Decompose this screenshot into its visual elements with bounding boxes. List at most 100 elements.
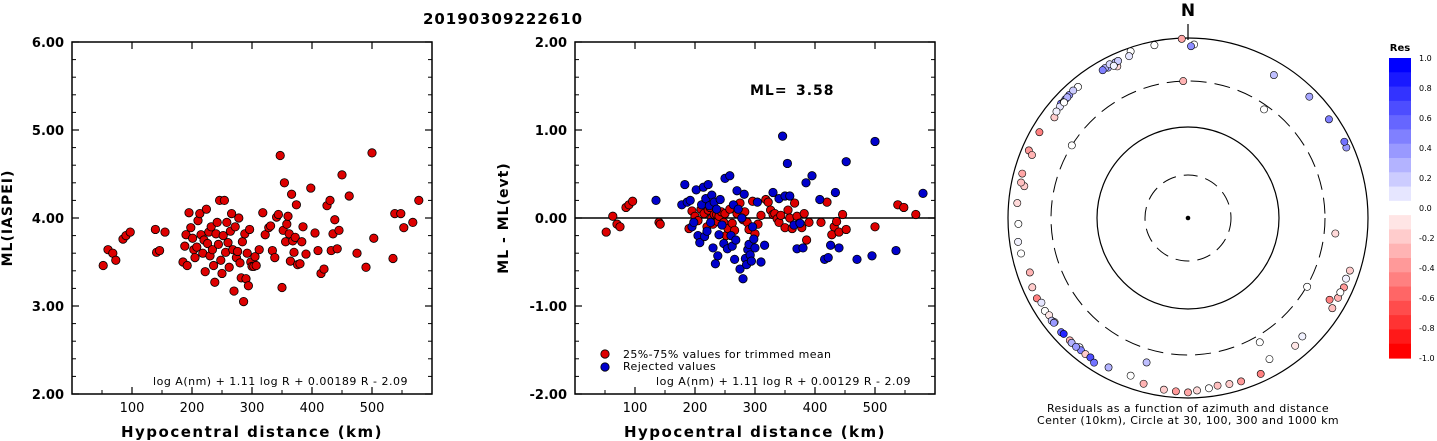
station-residual-marker [1345, 266, 1354, 275]
station-residual-marker [1225, 380, 1234, 388]
panel1-data-point-rejected [891, 245, 901, 256]
station-residual-marker [1028, 283, 1037, 292]
panel0-data-point [254, 245, 264, 255]
panel1-data-point-trimmed [801, 235, 812, 245]
panel1-data-point-trimmed [615, 222, 625, 232]
station-residual-marker [1331, 229, 1340, 238]
panel0-data-point [111, 255, 121, 265]
station-residual-marker [1017, 249, 1025, 258]
station-residual-marker [1213, 381, 1222, 390]
panel1-data-point-trimmed [608, 211, 618, 221]
station-residual-marker [1305, 92, 1314, 101]
station-residual-marker [1139, 379, 1148, 388]
panel1-data-point-rejected [702, 226, 712, 236]
station-residual-marker [1086, 353, 1095, 362]
panel1-data-point-rejected [710, 259, 721, 269]
panel1-formula: log A(nm) + 1.11 log R + 0.00189 R - 2.0… [153, 375, 408, 388]
panel1-data-point-trimmed [776, 210, 786, 220]
station-residual-marker [1260, 105, 1268, 114]
panel0-data-point [275, 150, 285, 161]
panel1-data-point-trimmed [627, 196, 638, 206]
panel0-data-point [235, 258, 245, 268]
panel0-data-point [408, 217, 418, 227]
panel1-points [98, 148, 424, 307]
legend-trimmed-marker [600, 349, 610, 359]
panel0-xtick-label: 400 [300, 401, 325, 416]
panel1-data-point-trimmed [841, 224, 851, 235]
panel1-data-point-rejected [750, 243, 760, 253]
panel0-data-point [388, 253, 398, 264]
station-residual-marker [1018, 169, 1027, 178]
panel1-data-point-trimmed [837, 209, 848, 220]
colorbar-tick-label: -1.0 [1419, 354, 1435, 363]
panel1-data-point-rejected [782, 158, 793, 169]
colorbar-band [1389, 186, 1411, 202]
colorbar-band [1389, 100, 1411, 116]
station-residual-marker [1265, 355, 1274, 363]
panel1-data-point-trimmed [655, 219, 665, 229]
panel1-data-point-trimmed [804, 217, 814, 227]
panel1-data-point-rejected [713, 251, 723, 261]
panel1-ytick-label: 0.00 [535, 212, 567, 227]
colorbar-band [1389, 143, 1411, 159]
station-residual-marker [1090, 358, 1098, 367]
panel0-ytick-label: 3.00 [32, 300, 64, 315]
panel1-data-point-rejected [815, 194, 825, 205]
panel0-data-point [367, 148, 377, 158]
station-residual-marker [1193, 386, 1201, 395]
panel0-data-point [239, 296, 249, 307]
panel1-data-point-trimmed [783, 205, 793, 215]
panel0-data-point [227, 209, 237, 219]
panel1-data-point-rejected [711, 204, 722, 214]
panel1-data-point-rejected [680, 179, 690, 190]
station-residual-marker [1177, 34, 1186, 43]
panel1-xtick-label: 100 [623, 401, 648, 416]
panel1-data-point-rejected [749, 234, 759, 244]
panel0-data-point [98, 260, 108, 271]
colorbar-band [1389, 200, 1411, 216]
panel1-frame [71, 41, 433, 395]
panel0-data-point [230, 222, 240, 232]
station-residual-marker [1013, 199, 1022, 207]
panel0-data-point [217, 268, 227, 279]
panel1-data-point-trimmed [816, 217, 826, 227]
panel1-data-point-rejected [752, 197, 763, 207]
station-residual-marker [1269, 71, 1278, 79]
panel2-ml-value: 3.58 [796, 83, 835, 99]
station-residual-marker [1303, 282, 1312, 291]
panel0-data-point [291, 200, 301, 210]
legend-trimmed-label: 25%-75% values for trimmed mean [623, 348, 831, 361]
panel0-data-point [212, 217, 222, 227]
panel0-data-point [233, 246, 243, 257]
north-label: N [1181, 1, 1195, 21]
station-residual-marker [1109, 61, 1118, 70]
panel0-data-point [290, 232, 300, 242]
panel1-xtick-label: 500 [863, 401, 888, 416]
station-residual-marker [1014, 220, 1023, 228]
colorbar-band [1389, 343, 1411, 359]
station-residual-marker [1017, 178, 1025, 187]
panel0-ytick-label: 5.00 [32, 124, 64, 139]
panel1-data-point-trimmed [899, 202, 909, 213]
panel1-data-point-rejected [739, 189, 749, 199]
residual-vs-distance-panel: 100 200 300 400 500 -2.00 -1.00 0.00 1.00 2.00 ML… [496, 36, 936, 441]
panel1-data-point-rejected [798, 243, 808, 253]
panel1-xtick-label: 400 [803, 401, 828, 416]
panel0-data-point [396, 209, 406, 219]
panel1-data-point-rejected [735, 264, 745, 274]
panel1-data-point-rejected [777, 131, 788, 141]
panel1-data-point-rejected [685, 195, 695, 205]
panel1-xtick-label: 300 [743, 401, 768, 416]
colorbar-band [1389, 229, 1411, 245]
figure-title: 20190309222610 [423, 10, 583, 28]
station-residual-marker [1336, 288, 1345, 297]
panel1-data-point-rejected [785, 191, 795, 201]
panel0-data-point [277, 282, 287, 293]
station-residual-marker [1187, 42, 1195, 51]
panel0-data-point [180, 241, 190, 251]
panel1-data-point-rejected [732, 186, 742, 196]
panel1-data-point-rejected [715, 194, 725, 205]
colorbar-band [1389, 243, 1411, 259]
colorbar-tick-label: 0.4 [1419, 144, 1432, 153]
